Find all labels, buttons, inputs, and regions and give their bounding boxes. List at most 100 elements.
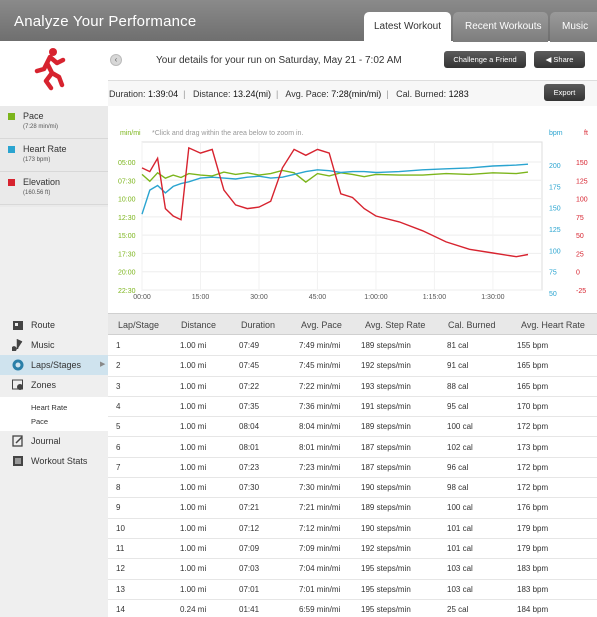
table-row[interactable]: 4 1.00 mi 07:35 7:36 min/mi 191 steps/min 95 …	[108, 397, 597, 418]
cell-duration: 07:22	[239, 381, 260, 391]
subnav-pace[interactable]: Pace	[31, 417, 49, 426]
chart-svg[interactable]: min/mi *Click and drag within the area be…	[108, 120, 597, 310]
subnav-heart-rate[interactable]: Heart Rate	[31, 403, 68, 412]
pace-tick-label: 22:30	[118, 288, 136, 295]
legend-elevation-value: (160.56 ft)	[23, 190, 51, 196]
pace-tick-label: 15:00	[118, 233, 136, 240]
bpm-tick-label: 200	[549, 163, 561, 170]
share-button-label: Share	[553, 55, 574, 64]
duration-value: 1:39:04	[148, 89, 179, 99]
cell-lap: 5	[116, 422, 121, 432]
bpm-tick-label: 100	[549, 248, 561, 255]
cell-calories: 25 cal	[447, 604, 469, 614]
cell-heart-rate: 172 bpm	[517, 422, 549, 432]
cell-heart-rate: 172 bpm	[517, 462, 549, 472]
share-button[interactable]: ◀ Share	[534, 51, 585, 68]
ft-tick-label: 50	[576, 233, 584, 240]
table-row[interactable]: 2 1.00 mi 07:45 7:45 min/mi 192 steps/min 91 …	[108, 356, 597, 377]
table-row[interactable]: 14 0.24 mi 01:41 6:59 min/mi 195 steps/min 25…	[108, 600, 597, 617]
x-tick-label: 1:00:00	[364, 294, 387, 301]
runner-icon	[34, 48, 66, 91]
tab-music[interactable]: Music	[550, 12, 597, 42]
cell-lap: 6	[116, 442, 121, 452]
nav-music[interactable]: Music	[0, 335, 108, 355]
table-row[interactable]: 5 1.00 mi 08:04 8:04 min/mi 189 steps/min 100…	[108, 417, 597, 438]
table-row[interactable]: 11 1.00 mi 07:09 7:09 min/mi 192 steps/min 10…	[108, 539, 597, 560]
legend-elevation[interactable]: Elevation (160.56 ft)	[0, 172, 108, 205]
stats-icon	[13, 456, 23, 466]
cell-calories: 98 cal	[447, 483, 469, 493]
cell-distance: 1.00 mi	[180, 483, 207, 493]
pace-tick-label: 10:00	[118, 197, 136, 204]
chevron-right-icon: ▶	[100, 361, 106, 368]
ft-tick-label: 125	[576, 178, 588, 185]
megaphone-icon: ◀	[545, 55, 554, 64]
tab-recent-workouts[interactable]: Recent Workouts	[453, 12, 548, 42]
cell-avg-pace: 7:12 min/mi	[299, 523, 341, 533]
previous-workout-button[interactable]: ‹	[110, 54, 122, 66]
cell-heart-rate: 170 bpm	[517, 401, 549, 411]
col-duration[interactable]: Duration	[241, 320, 276, 330]
cell-step-rate: 189 steps/min	[361, 503, 411, 513]
cell-lap: 3	[116, 381, 121, 391]
cell-step-rate: 190 steps/min	[361, 523, 411, 533]
elevation-swatch	[8, 179, 15, 186]
col-avg-heart-rate[interactable]: Avg. Heart Rate	[521, 320, 585, 330]
table-row[interactable]: 6 1.00 mi 08:01 8:01 min/mi 187 steps/min 102…	[108, 438, 597, 458]
duration-label: Duration:	[109, 89, 146, 99]
calories-value: 1283	[448, 89, 469, 99]
table-row[interactable]: 13 1.00 mi 07:01 7:01 min/mi 195 steps/min 10…	[108, 580, 597, 600]
avg-pace-label: Avg. Pace:	[285, 89, 329, 99]
cell-distance: 1.00 mi	[180, 401, 207, 411]
col-avg-step-rate[interactable]: Avg. Step Rate	[365, 320, 426, 330]
app-title: Analyze Your Performance	[14, 13, 197, 30]
cell-heart-rate: 179 bpm	[517, 544, 549, 553]
performance-chart[interactable]: min/mi *Click and drag within the area be…	[108, 120, 597, 310]
table-row[interactable]: 3 1.00 mi 07:22 7:22 min/mi 193 steps/min 88 …	[108, 377, 597, 397]
col-cal-burned[interactable]: Cal. Burned	[448, 320, 496, 330]
cell-avg-pace: 7:23 min/mi	[299, 462, 341, 472]
cell-duration: 07:21	[239, 503, 260, 513]
table-row[interactable]: 12 1.00 mi 07:03 7:04 min/mi 195 steps/min 10…	[108, 559, 597, 580]
table-row[interactable]: 1 1.00 mi 07:49 7:49 min/mi 189 steps/min 81 …	[108, 336, 597, 357]
cell-calories: 95 cal	[447, 401, 469, 411]
cell-heart-rate: 184 bpm	[517, 604, 549, 614]
col-distance[interactable]: Distance	[181, 320, 217, 330]
nav-workout-stats[interactable]: Workout Stats	[0, 451, 108, 471]
nav-route[interactable]: Route	[0, 315, 108, 335]
nav-laps-stages[interactable]: Laps/Stages ▶	[0, 355, 108, 375]
cell-duration: 07:45	[239, 361, 260, 371]
nav-zones[interactable]: Zones	[0, 375, 108, 395]
nav-journal[interactable]: Journal	[0, 431, 108, 451]
cell-heart-rate: 176 bpm	[517, 503, 549, 513]
top-bar: Analyze Your Performance Latest Workout …	[0, 0, 597, 42]
col-avg-pace[interactable]: Avg. Pace	[301, 320, 342, 330]
cell-heart-rate: 165 bpm	[517, 381, 549, 391]
cell-distance: 1.00 mi	[180, 462, 207, 472]
cell-calories: 100 cal	[447, 503, 473, 513]
table-row[interactable]: 10 1.00 mi 07:12 7:12 min/mi 190 steps/min 10…	[108, 519, 597, 539]
col-lap[interactable]: Lap/Stage	[118, 320, 160, 330]
bpm-tick-label: 175	[549, 184, 561, 191]
challenge-friend-button[interactable]: Challenge a Friend	[444, 51, 526, 68]
cell-calories: 88 cal	[447, 381, 469, 391]
table-row[interactable]: 7 1.00 mi 07:23 7:23 min/mi 187 steps/min 96 …	[108, 458, 597, 479]
tab-latest-workout[interactable]: Latest Workout	[364, 12, 451, 42]
legend-heart-rate-label: Heart Rate	[23, 144, 67, 154]
pace-tick-label: 05:00	[118, 160, 136, 167]
cell-lap: 4	[116, 401, 121, 411]
cell-heart-rate: 183 bpm	[517, 584, 549, 594]
export-button[interactable]: Export	[544, 84, 585, 101]
x-tick-label: 45:00	[309, 294, 327, 301]
cell-avg-pace: 7:45 min/mi	[299, 361, 341, 371]
legend-heart-rate[interactable]: Heart Rate (173 bpm)	[0, 139, 108, 172]
cell-avg-pace: 7:30 min/mi	[299, 483, 341, 493]
table-row[interactable]: 8 1.00 mi 07:30 7:30 min/mi 190 steps/min 98 …	[108, 478, 597, 499]
x-tick-label: 30:00	[250, 294, 268, 301]
workout-type-panel	[0, 41, 108, 106]
cell-distance: 1.00 mi	[180, 361, 207, 371]
table-row[interactable]: 9 1.00 mi 07:21 7:21 min/mi 189 steps/min 100…	[108, 498, 597, 519]
cell-lap: 2	[116, 361, 121, 371]
legend-pace[interactable]: Pace (7:28 min/mi)	[0, 106, 108, 139]
bpm-tick-label: 50	[549, 291, 557, 298]
